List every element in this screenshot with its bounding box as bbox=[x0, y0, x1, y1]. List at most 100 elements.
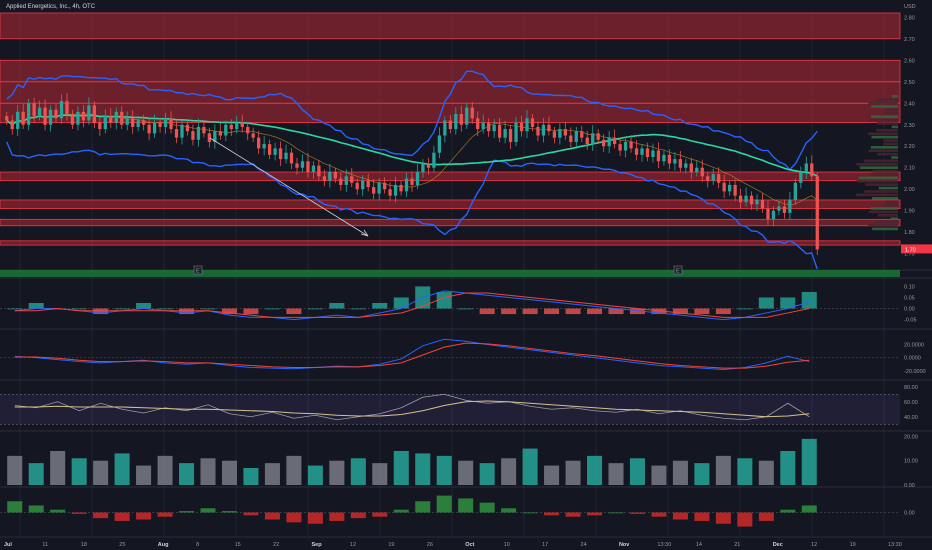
candle-body[interactable] bbox=[476, 118, 480, 130]
volume-bar[interactable] bbox=[243, 468, 259, 485]
candle-body[interactable] bbox=[519, 122, 524, 132]
candle-body[interactable] bbox=[678, 159, 682, 168]
candle-body[interactable] bbox=[684, 163, 688, 168]
candle-body[interactable] bbox=[70, 114, 75, 125]
candle-body[interactable] bbox=[640, 148, 644, 155]
candle-body[interactable] bbox=[733, 184, 737, 196]
candle-body[interactable] bbox=[180, 124, 184, 138]
candle-body[interactable] bbox=[667, 154, 672, 164]
candle-body[interactable] bbox=[454, 114, 458, 130]
earnings-marker[interactable] bbox=[673, 265, 683, 275]
candle-body[interactable] bbox=[235, 122, 239, 130]
candle-body[interactable] bbox=[169, 118, 173, 130]
candle-body[interactable] bbox=[788, 199, 792, 213]
candle-body[interactable] bbox=[547, 124, 551, 132]
candle-body[interactable] bbox=[574, 131, 578, 142]
candle-body[interactable] bbox=[163, 118, 168, 127]
candle-body[interactable] bbox=[804, 163, 808, 173]
candle-body[interactable] bbox=[711, 174, 715, 181]
candle-body[interactable] bbox=[815, 176, 819, 250]
candle-body[interactable] bbox=[142, 120, 146, 125]
volume-bar[interactable] bbox=[307, 465, 323, 485]
candle-body[interactable] bbox=[125, 118, 129, 125]
candle-body[interactable] bbox=[202, 126, 206, 134]
candle-body[interactable] bbox=[300, 161, 305, 168]
candle-body[interactable] bbox=[311, 165, 316, 173]
candle-body[interactable] bbox=[174, 129, 179, 138]
candle-body[interactable] bbox=[623, 141, 628, 151]
rsi-pane[interactable] bbox=[0, 393, 900, 425]
candle-body[interactable] bbox=[103, 116, 107, 130]
candle-body[interactable] bbox=[224, 124, 228, 136]
volume-bar[interactable] bbox=[651, 465, 667, 485]
volume-bar[interactable] bbox=[329, 460, 345, 485]
volume-bar[interactable] bbox=[286, 455, 302, 485]
candle-body[interactable] bbox=[689, 163, 693, 173]
candle-body[interactable] bbox=[109, 116, 113, 123]
candle-body[interactable] bbox=[399, 184, 403, 192]
volume-bar[interactable] bbox=[587, 455, 603, 485]
volume-bar[interactable] bbox=[264, 463, 280, 485]
candle-body[interactable] bbox=[497, 124, 502, 138]
candle-body[interactable] bbox=[421, 163, 425, 173]
candle-body[interactable] bbox=[580, 131, 584, 138]
candle-body[interactable] bbox=[810, 163, 814, 177]
candle-body[interactable] bbox=[749, 195, 754, 205]
candle-body[interactable] bbox=[207, 133, 212, 142]
candle-body[interactable] bbox=[437, 135, 442, 153]
candle-body[interactable] bbox=[525, 118, 529, 132]
candle-body[interactable] bbox=[267, 144, 272, 155]
candle-body[interactable] bbox=[503, 129, 507, 138]
candle-body[interactable] bbox=[706, 176, 710, 181]
candle-body[interactable] bbox=[213, 131, 217, 142]
volume-bar[interactable] bbox=[629, 458, 645, 485]
candle-body[interactable] bbox=[27, 103, 31, 125]
volume-bar[interactable] bbox=[393, 451, 409, 485]
candle-body[interactable] bbox=[585, 137, 589, 145]
candle-body[interactable] bbox=[777, 206, 781, 211]
candle-body[interactable] bbox=[229, 124, 233, 130]
candle-body[interactable] bbox=[21, 111, 25, 125]
candle-body[interactable] bbox=[120, 111, 124, 125]
candle-body[interactable] bbox=[771, 210, 776, 220]
volume-bar[interactable] bbox=[221, 460, 237, 485]
volume-bar[interactable] bbox=[50, 451, 66, 485]
candle-body[interactable] bbox=[492, 124, 496, 132]
candle-body[interactable] bbox=[54, 109, 58, 119]
candle-body[interactable] bbox=[426, 163, 431, 168]
candle-body[interactable] bbox=[317, 165, 321, 177]
volume-bar[interactable] bbox=[608, 463, 624, 485]
volume-bar[interactable] bbox=[179, 463, 195, 485]
candle-body[interactable] bbox=[448, 120, 452, 130]
candle-body[interactable] bbox=[65, 101, 69, 115]
momentum-pane[interactable] bbox=[0, 495, 900, 527]
volume-bar[interactable] bbox=[436, 455, 452, 485]
candle-body[interactable] bbox=[32, 103, 36, 117]
candle-body[interactable] bbox=[432, 152, 436, 168]
candle-body[interactable] bbox=[361, 180, 365, 190]
candle-body[interactable] bbox=[415, 172, 420, 185]
candle-body[interactable] bbox=[782, 206, 787, 213]
candle-body[interactable] bbox=[16, 111, 20, 130]
candle-body[interactable] bbox=[295, 163, 299, 168]
candle-body[interactable] bbox=[651, 150, 655, 157]
candle-body[interactable] bbox=[185, 124, 190, 132]
volume-bar[interactable] bbox=[479, 463, 495, 485]
candle-body[interactable] bbox=[284, 152, 288, 160]
candle-body[interactable] bbox=[158, 122, 162, 127]
candle-body[interactable] bbox=[344, 176, 348, 185]
candle-body[interactable] bbox=[306, 161, 310, 173]
candle-body[interactable] bbox=[377, 182, 381, 194]
earnings-marker[interactable] bbox=[193, 265, 203, 275]
candle-body[interactable] bbox=[251, 133, 255, 138]
candle-body[interactable] bbox=[695, 167, 699, 173]
candle-body[interactable] bbox=[755, 199, 759, 205]
volume-bar[interactable] bbox=[71, 458, 87, 485]
volume-bar[interactable] bbox=[136, 465, 152, 485]
candle-body[interactable] bbox=[645, 148, 650, 157]
volume-bar[interactable] bbox=[544, 465, 560, 485]
volume-bar[interactable] bbox=[780, 451, 796, 485]
candle-body[interactable] bbox=[541, 124, 546, 136]
volume-bar[interactable] bbox=[758, 460, 774, 485]
volume-bar[interactable] bbox=[522, 448, 538, 485]
